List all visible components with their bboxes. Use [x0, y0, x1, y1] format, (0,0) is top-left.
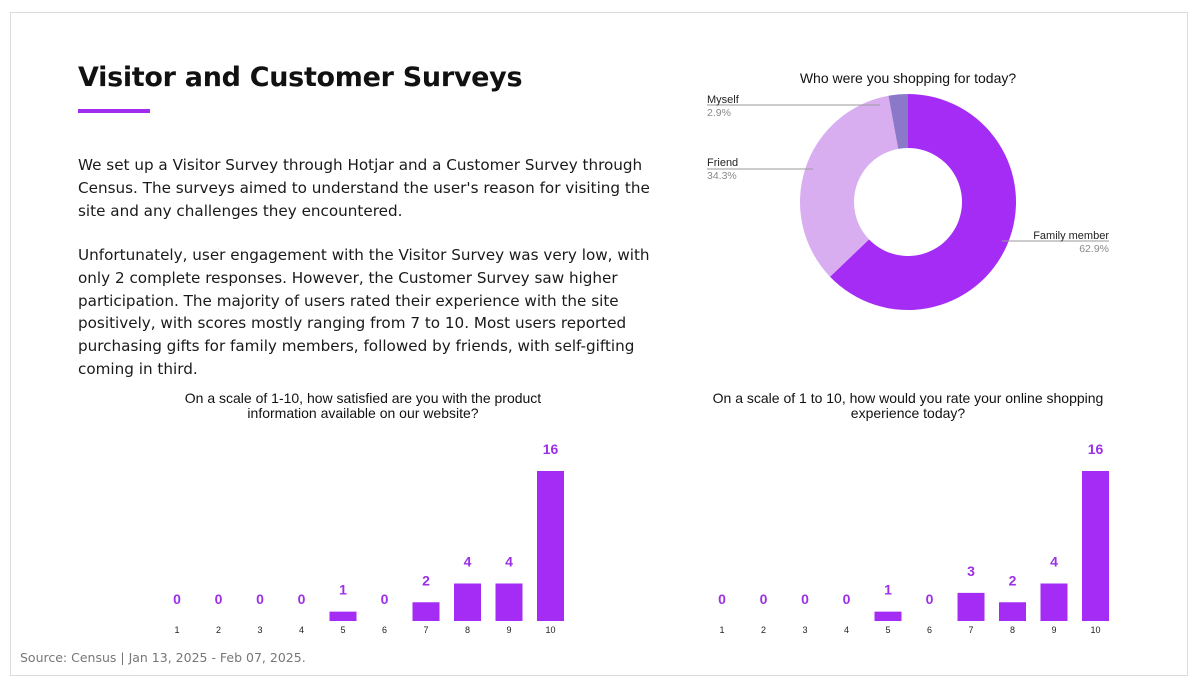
pie-percent-family-member: 62.9% — [1079, 243, 1109, 255]
bar-chart-1-value-label-10: 16 — [543, 441, 559, 457]
bar-chart-2-tick-label-9: 9 — [1051, 625, 1056, 635]
intro-paragraph: We set up a Visitor Survey through Hotja… — [78, 156, 650, 220]
bar-chart-2-title-line-1: On a scale of 1 to 10, how would you rat… — [713, 390, 1104, 406]
bar-chart-1-value-label-4: 0 — [298, 591, 306, 607]
bar-chart-1-bar-8 — [454, 583, 481, 621]
shopping-experience-bar-chart: On a scale of 1 to 10, how would you rat… — [713, 390, 1109, 635]
bar-chart-2-bar-8 — [999, 602, 1026, 621]
bar-chart-1-value-label-6: 0 — [381, 591, 389, 607]
source-note: Source: Census | Jan 13, 2025 - Feb 07, … — [20, 650, 306, 665]
bar-chart-1-title-line-2: information available on our website? — [247, 405, 478, 421]
bar-chart-1-tick-label-7: 7 — [423, 625, 428, 635]
bar-chart-2-tick-label-2: 2 — [761, 625, 766, 635]
bar-chart-1-title-line-1: On a scale of 1-10, how satisfied are yo… — [185, 390, 542, 406]
pie-percent-myself: 2.9% — [707, 107, 731, 119]
bar-chart-1-tick-label-9: 9 — [506, 625, 511, 635]
bar-chart-1-bar-9 — [495, 583, 523, 621]
bar-chart-2-bar-7 — [957, 592, 985, 621]
bar-chart-2-title-line-2: experience today? — [851, 405, 966, 421]
bar-chart-1-tick-label-10: 10 — [545, 625, 555, 635]
bar-chart-1-value-label-1: 0 — [173, 591, 181, 607]
bar-chart-2-value-label-8: 2 — [1009, 572, 1017, 588]
bar-chart-2-tick-label-4: 4 — [844, 625, 849, 635]
bar-chart-2-value-label-1: 0 — [718, 591, 726, 607]
bar-chart-1-value-label-9: 4 — [505, 554, 513, 570]
page-title: Visitor and Customer Surveys — [78, 62, 523, 93]
bar-chart-1-value-label-3: 0 — [256, 591, 264, 607]
pie-label-friend: Friend — [707, 157, 738, 169]
bar-chart-2-value-label-10: 16 — [1088, 441, 1104, 457]
pie-slice-myself — [888, 94, 908, 149]
pie-percent-friend: 34.3% — [707, 170, 737, 182]
bar-chart-1-value-label-8: 4 — [464, 554, 472, 570]
title-underline — [78, 109, 150, 113]
pie-label-family-member: Family member — [1033, 230, 1109, 242]
bar-chart-2-value-label-2: 0 — [760, 591, 768, 607]
bar-chart-2-bar-5 — [874, 611, 902, 621]
bar-chart-1-tick-label-3: 3 — [257, 625, 262, 635]
bar-chart-1-value-label-7: 2 — [422, 572, 430, 588]
pie-label-myself: Myself — [707, 94, 740, 106]
bar-chart-1-bar-5 — [329, 611, 357, 621]
bar-chart-1-tick-label-4: 4 — [299, 625, 304, 635]
bar-chart-2-value-label-4: 0 — [843, 591, 851, 607]
bar-chart-2-tick-label-7: 7 — [968, 625, 973, 635]
bar-chart-2-value-label-6: 0 — [926, 591, 934, 607]
bar-chart-2-value-label-3: 0 — [801, 591, 809, 607]
bar-chart-1-tick-label-6: 6 — [382, 625, 387, 635]
bar-chart-2-tick-label-6: 6 — [927, 625, 932, 635]
pie-slice-friend — [800, 95, 899, 277]
pie-chart-title: Who were you shopping for today? — [800, 70, 1017, 86]
findings-paragraph: Unfortunately, user engagement with the … — [78, 246, 650, 378]
bar-chart-2-tick-label-10: 10 — [1090, 625, 1100, 635]
bar-chart-1-tick-label-2: 2 — [216, 625, 221, 635]
bar-chart-2-value-label-9: 4 — [1050, 554, 1058, 570]
bar-chart-1-tick-label-1: 1 — [174, 625, 179, 635]
shopping-for-pie-chart: Who were you shopping for today? Family … — [707, 70, 1109, 310]
bar-chart-1-tick-label-5: 5 — [340, 625, 345, 635]
slide-frame — [10, 12, 1188, 676]
bar-chart-1-value-label-2: 0 — [215, 591, 223, 607]
bar-chart-2-tick-label-8: 8 — [1010, 625, 1015, 635]
bar-chart-2-tick-label-1: 1 — [719, 625, 724, 635]
bar-chart-1-value-label-5: 1 — [339, 582, 347, 598]
bar-chart-2-value-label-5: 1 — [884, 582, 892, 598]
bar-chart-1-bar-7 — [412, 602, 440, 621]
bar-chart-1-bar-10 — [537, 471, 564, 621]
bar-chart-2-tick-label-3: 3 — [802, 625, 807, 635]
product-info-satisfaction-bar-chart: On a scale of 1-10, how satisfied are yo… — [173, 390, 564, 635]
bar-chart-2-tick-label-5: 5 — [885, 625, 890, 635]
bar-chart-2-value-label-7: 3 — [967, 563, 975, 579]
bar-chart-2-bar-9 — [1040, 583, 1068, 621]
bar-chart-1-tick-label-8: 8 — [465, 625, 470, 635]
pie-slice-family-member — [830, 94, 1016, 310]
bar-chart-2-bar-10 — [1082, 471, 1109, 621]
